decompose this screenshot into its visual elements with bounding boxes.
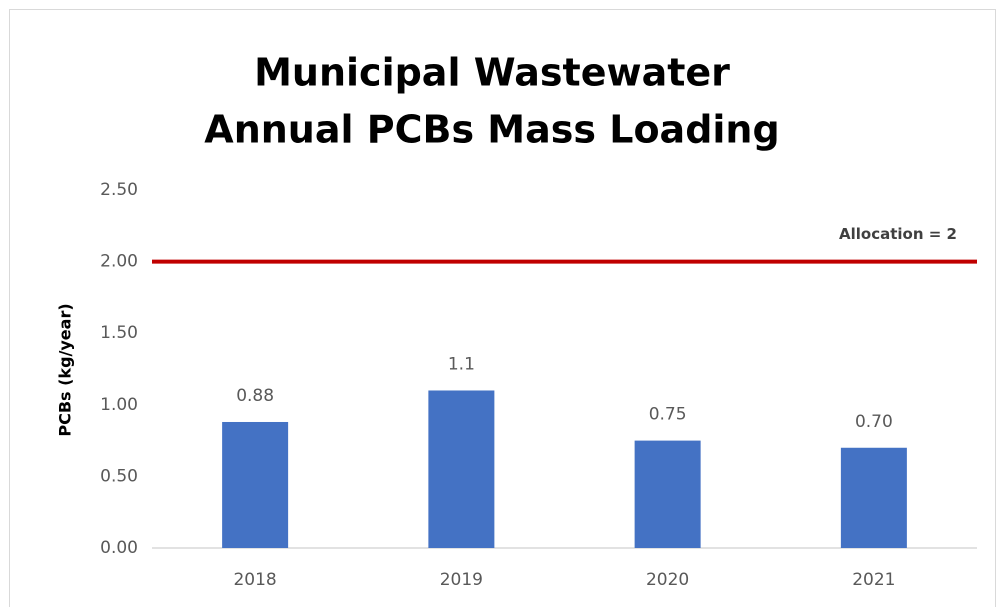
chart-title: Annual PCBs Mass Loading (204, 108, 779, 152)
data-label: 0.75 (649, 405, 687, 425)
x-tick-label: 2020 (646, 570, 689, 590)
y-tick-label: 1.00 (100, 395, 138, 415)
bar (634, 440, 701, 548)
y-tick-label: 0.00 (100, 538, 138, 558)
y-tick-label: 0.50 (100, 466, 138, 486)
data-label: 0.70 (855, 412, 893, 432)
x-tick-label: 2019 (440, 570, 483, 590)
data-label: 0.88 (236, 386, 274, 406)
data-label: 1.1 (448, 354, 475, 374)
y-axis-label: PCBs (kg/year) (56, 303, 75, 436)
bar (222, 421, 289, 548)
x-tick-label: 2021 (852, 570, 895, 590)
reference-label: Allocation = 2 (839, 225, 957, 243)
bar (428, 390, 495, 548)
chart-title: Municipal Wastewater (254, 51, 730, 95)
y-tick-label: 1.50 (100, 323, 138, 343)
y-tick-label: 2.00 (100, 252, 138, 272)
chart-frame (9, 9, 996, 607)
y-tick-label: 2.50 (100, 180, 138, 200)
bar (840, 447, 907, 548)
x-tick-label: 2018 (233, 570, 276, 590)
